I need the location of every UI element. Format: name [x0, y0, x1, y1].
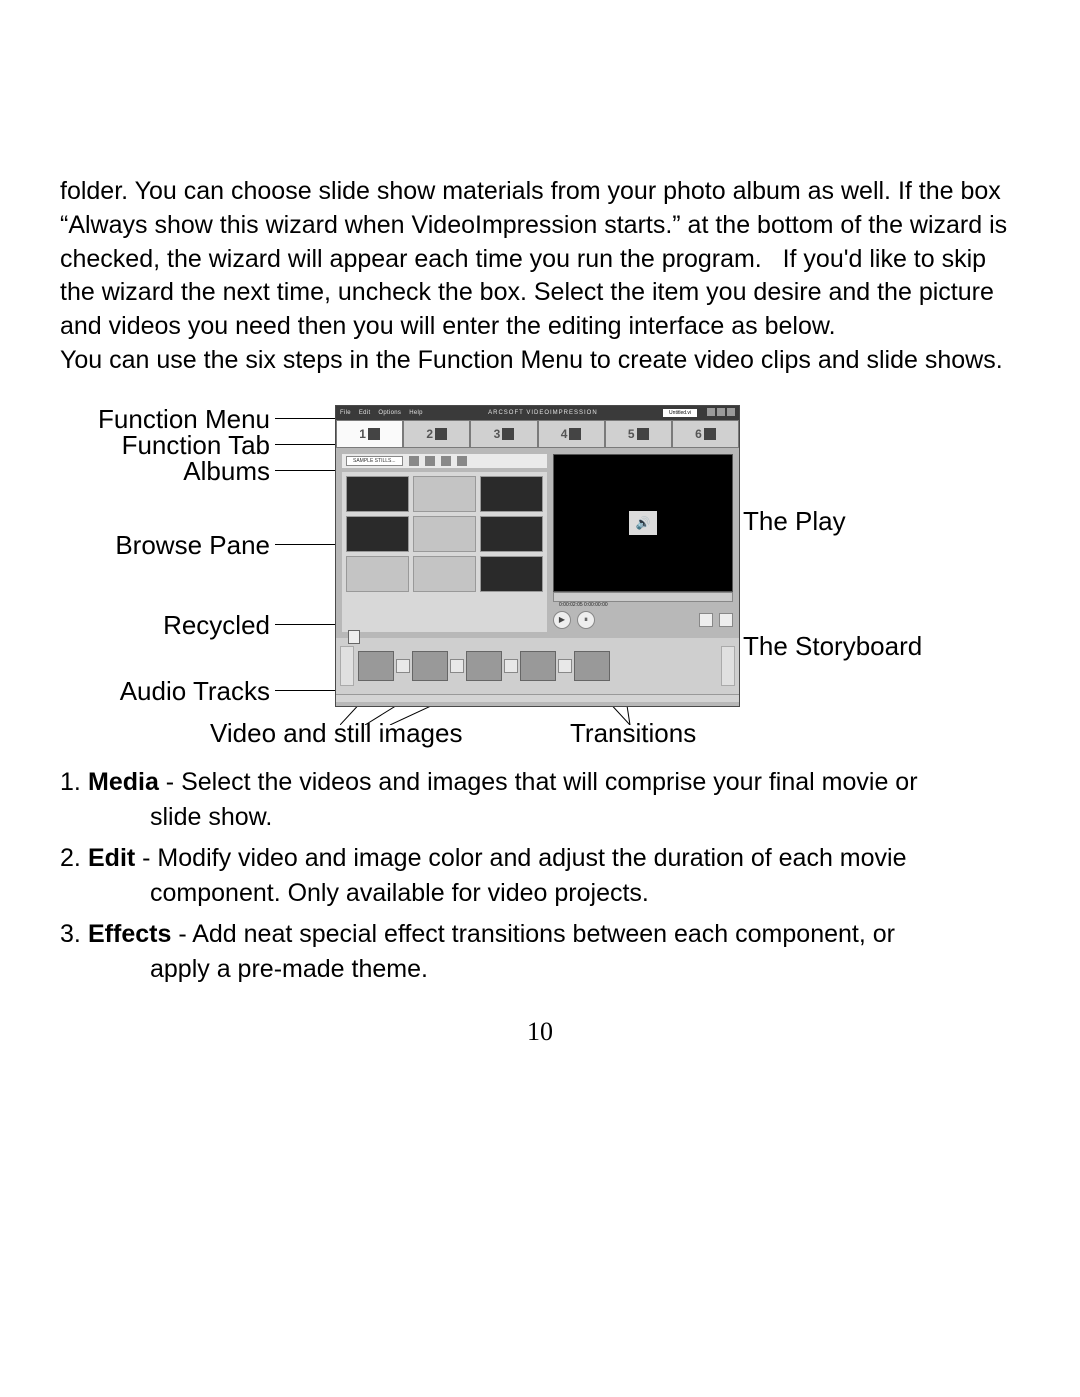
storyboard-prev[interactable]	[340, 646, 354, 686]
thumbnail[interactable]	[413, 556, 476, 592]
leader-line	[275, 624, 343, 625]
transition-slot[interactable]	[558, 659, 572, 673]
step-body: Media - Select the videos and images tha…	[88, 765, 1020, 835]
callout-the-storyboard: The Storyboard	[743, 633, 922, 659]
toolbar-icon[interactable]	[425, 456, 435, 466]
step-number: 3.	[60, 917, 88, 987]
toolbar-icon[interactable]	[457, 456, 467, 466]
steps-list: 1. Media - Select the videos and images …	[60, 765, 1020, 987]
step-body: Edit - Modify video and image color and …	[88, 841, 1020, 911]
narrate-icon	[637, 428, 649, 440]
thumbnail[interactable]	[346, 556, 409, 592]
step-term: Effects	[88, 920, 171, 948]
storyboard-clips	[358, 651, 717, 681]
menu-edit[interactable]: Edit	[359, 410, 371, 416]
step-body: Effects - Add neat special effect transi…	[88, 917, 1020, 987]
document-page: folder. You can choose slide show materi…	[0, 0, 1080, 1397]
player-controls: ▶ ⏸	[553, 608, 733, 632]
step-number: 2.	[60, 841, 88, 911]
transition-slot[interactable]	[504, 659, 518, 673]
produce-icon	[704, 428, 716, 440]
app-title: ARCSOFT VIDEOIMPRESSION	[431, 410, 655, 416]
menu-file[interactable]: File	[340, 410, 351, 416]
edit-icon	[435, 428, 447, 440]
callout-the-play: The Play	[743, 508, 846, 534]
text-icon	[569, 428, 581, 440]
step-cont: apply a pre-made theme.	[88, 952, 1020, 987]
step-item: 3. Effects - Add neat special effect tra…	[60, 917, 1020, 987]
title-bar: File Edit Options Help ARCSOFT VIDEOIMPR…	[336, 406, 739, 420]
tab-text[interactable]: 4	[538, 420, 605, 448]
thumbnail[interactable]	[480, 516, 543, 552]
menu-options[interactable]: Options	[378, 410, 401, 416]
audio-track-bar[interactable]	[336, 694, 739, 702]
storyboard-clip[interactable]	[358, 651, 394, 681]
browse-pane: SAMPLE STILLS...	[342, 454, 547, 632]
tab-produce[interactable]: 6	[672, 420, 739, 448]
thumbnail[interactable]	[413, 476, 476, 512]
callout-browse-pane: Browse Pane	[115, 532, 270, 558]
preview-player[interactable]: 🔊	[553, 454, 733, 592]
storyboard	[336, 638, 739, 694]
media-icon	[368, 428, 380, 440]
step-item: 1. Media - Select the videos and images …	[60, 765, 1020, 835]
pause-button[interactable]: ⏸	[577, 611, 595, 629]
callout-function-tab: Function Tab	[122, 432, 270, 458]
leader-line	[275, 418, 340, 419]
intro-paragraph: folder. You can choose slide show materi…	[60, 175, 1020, 378]
step-rest: - Select the videos and images that will…	[159, 768, 918, 796]
work-area: SAMPLE STILLS...	[336, 448, 739, 638]
effects-icon	[502, 428, 514, 440]
callout-recycled: Recycled	[163, 612, 270, 638]
recycle-bin-icon[interactable]	[348, 630, 360, 644]
document-name: Untitled.vi	[663, 409, 697, 417]
step-rest: - Add neat special effect transitions be…	[171, 920, 895, 948]
tab-effects[interactable]: 3	[470, 420, 537, 448]
app-window: File Edit Options Help ARCSOFT VIDEOIMPR…	[335, 405, 740, 707]
page-number: 10	[60, 1017, 1020, 1047]
tab-media[interactable]: 1	[336, 420, 403, 448]
step-cont: slide show.	[88, 800, 1020, 835]
menu-help[interactable]: Help	[409, 410, 423, 416]
storyboard-clip[interactable]	[412, 651, 448, 681]
storyboard-clip[interactable]	[574, 651, 610, 681]
tab-edit[interactable]: 2	[403, 420, 470, 448]
intro-text-2: You can use the six steps in the Functio…	[60, 346, 1003, 374]
callout-albums: Albums	[183, 458, 270, 484]
step-cont: component. Only available for video proj…	[88, 876, 1020, 911]
step-number: 1.	[60, 765, 88, 835]
step-term: Media	[88, 768, 159, 796]
thumbnail[interactable]	[346, 516, 409, 552]
callout-function-menu: Function Menu	[98, 406, 270, 432]
thumbnail[interactable]	[480, 556, 543, 592]
storyboard-clip[interactable]	[466, 651, 502, 681]
function-tabs: 1 2 3 4 5 6	[336, 420, 739, 448]
tab-narrate[interactable]: 5	[605, 420, 672, 448]
control-icon[interactable]	[719, 613, 733, 627]
callout-audio-tracks: Audio Tracks	[120, 678, 270, 704]
annotated-screenshot: Function Menu Function Tab Albums Browse…	[60, 400, 1020, 745]
step-item: 2. Edit - Modify video and image color a…	[60, 841, 1020, 911]
transition-slot[interactable]	[396, 659, 410, 673]
toolbar-icon[interactable]	[409, 456, 419, 466]
album-toolbar: SAMPLE STILLS...	[342, 454, 547, 468]
thumbnail[interactable]	[413, 516, 476, 552]
album-dropdown[interactable]: SAMPLE STILLS...	[346, 456, 403, 466]
control-icon[interactable]	[699, 613, 713, 627]
intro-text-1: folder. You can choose slide show materi…	[60, 177, 1007, 340]
transition-slot[interactable]	[450, 659, 464, 673]
speaker-icon: 🔊	[629, 511, 657, 535]
step-term: Edit	[88, 844, 135, 872]
thumbnail[interactable]	[480, 476, 543, 512]
window-buttons[interactable]	[705, 408, 735, 418]
scrub-bar[interactable]	[553, 592, 733, 602]
storyboard-next[interactable]	[721, 646, 735, 686]
preview-panel: 🔊 0:00:02:05 0:00:00:00 ▶ ⏸	[553, 454, 733, 632]
step-rest: - Modify video and image color and adjus…	[135, 844, 906, 872]
storyboard-clip[interactable]	[520, 651, 556, 681]
toolbar-icon[interactable]	[441, 456, 451, 466]
thumbnail-grid	[342, 472, 547, 632]
play-button[interactable]: ▶	[553, 611, 571, 629]
thumbnail[interactable]	[346, 476, 409, 512]
